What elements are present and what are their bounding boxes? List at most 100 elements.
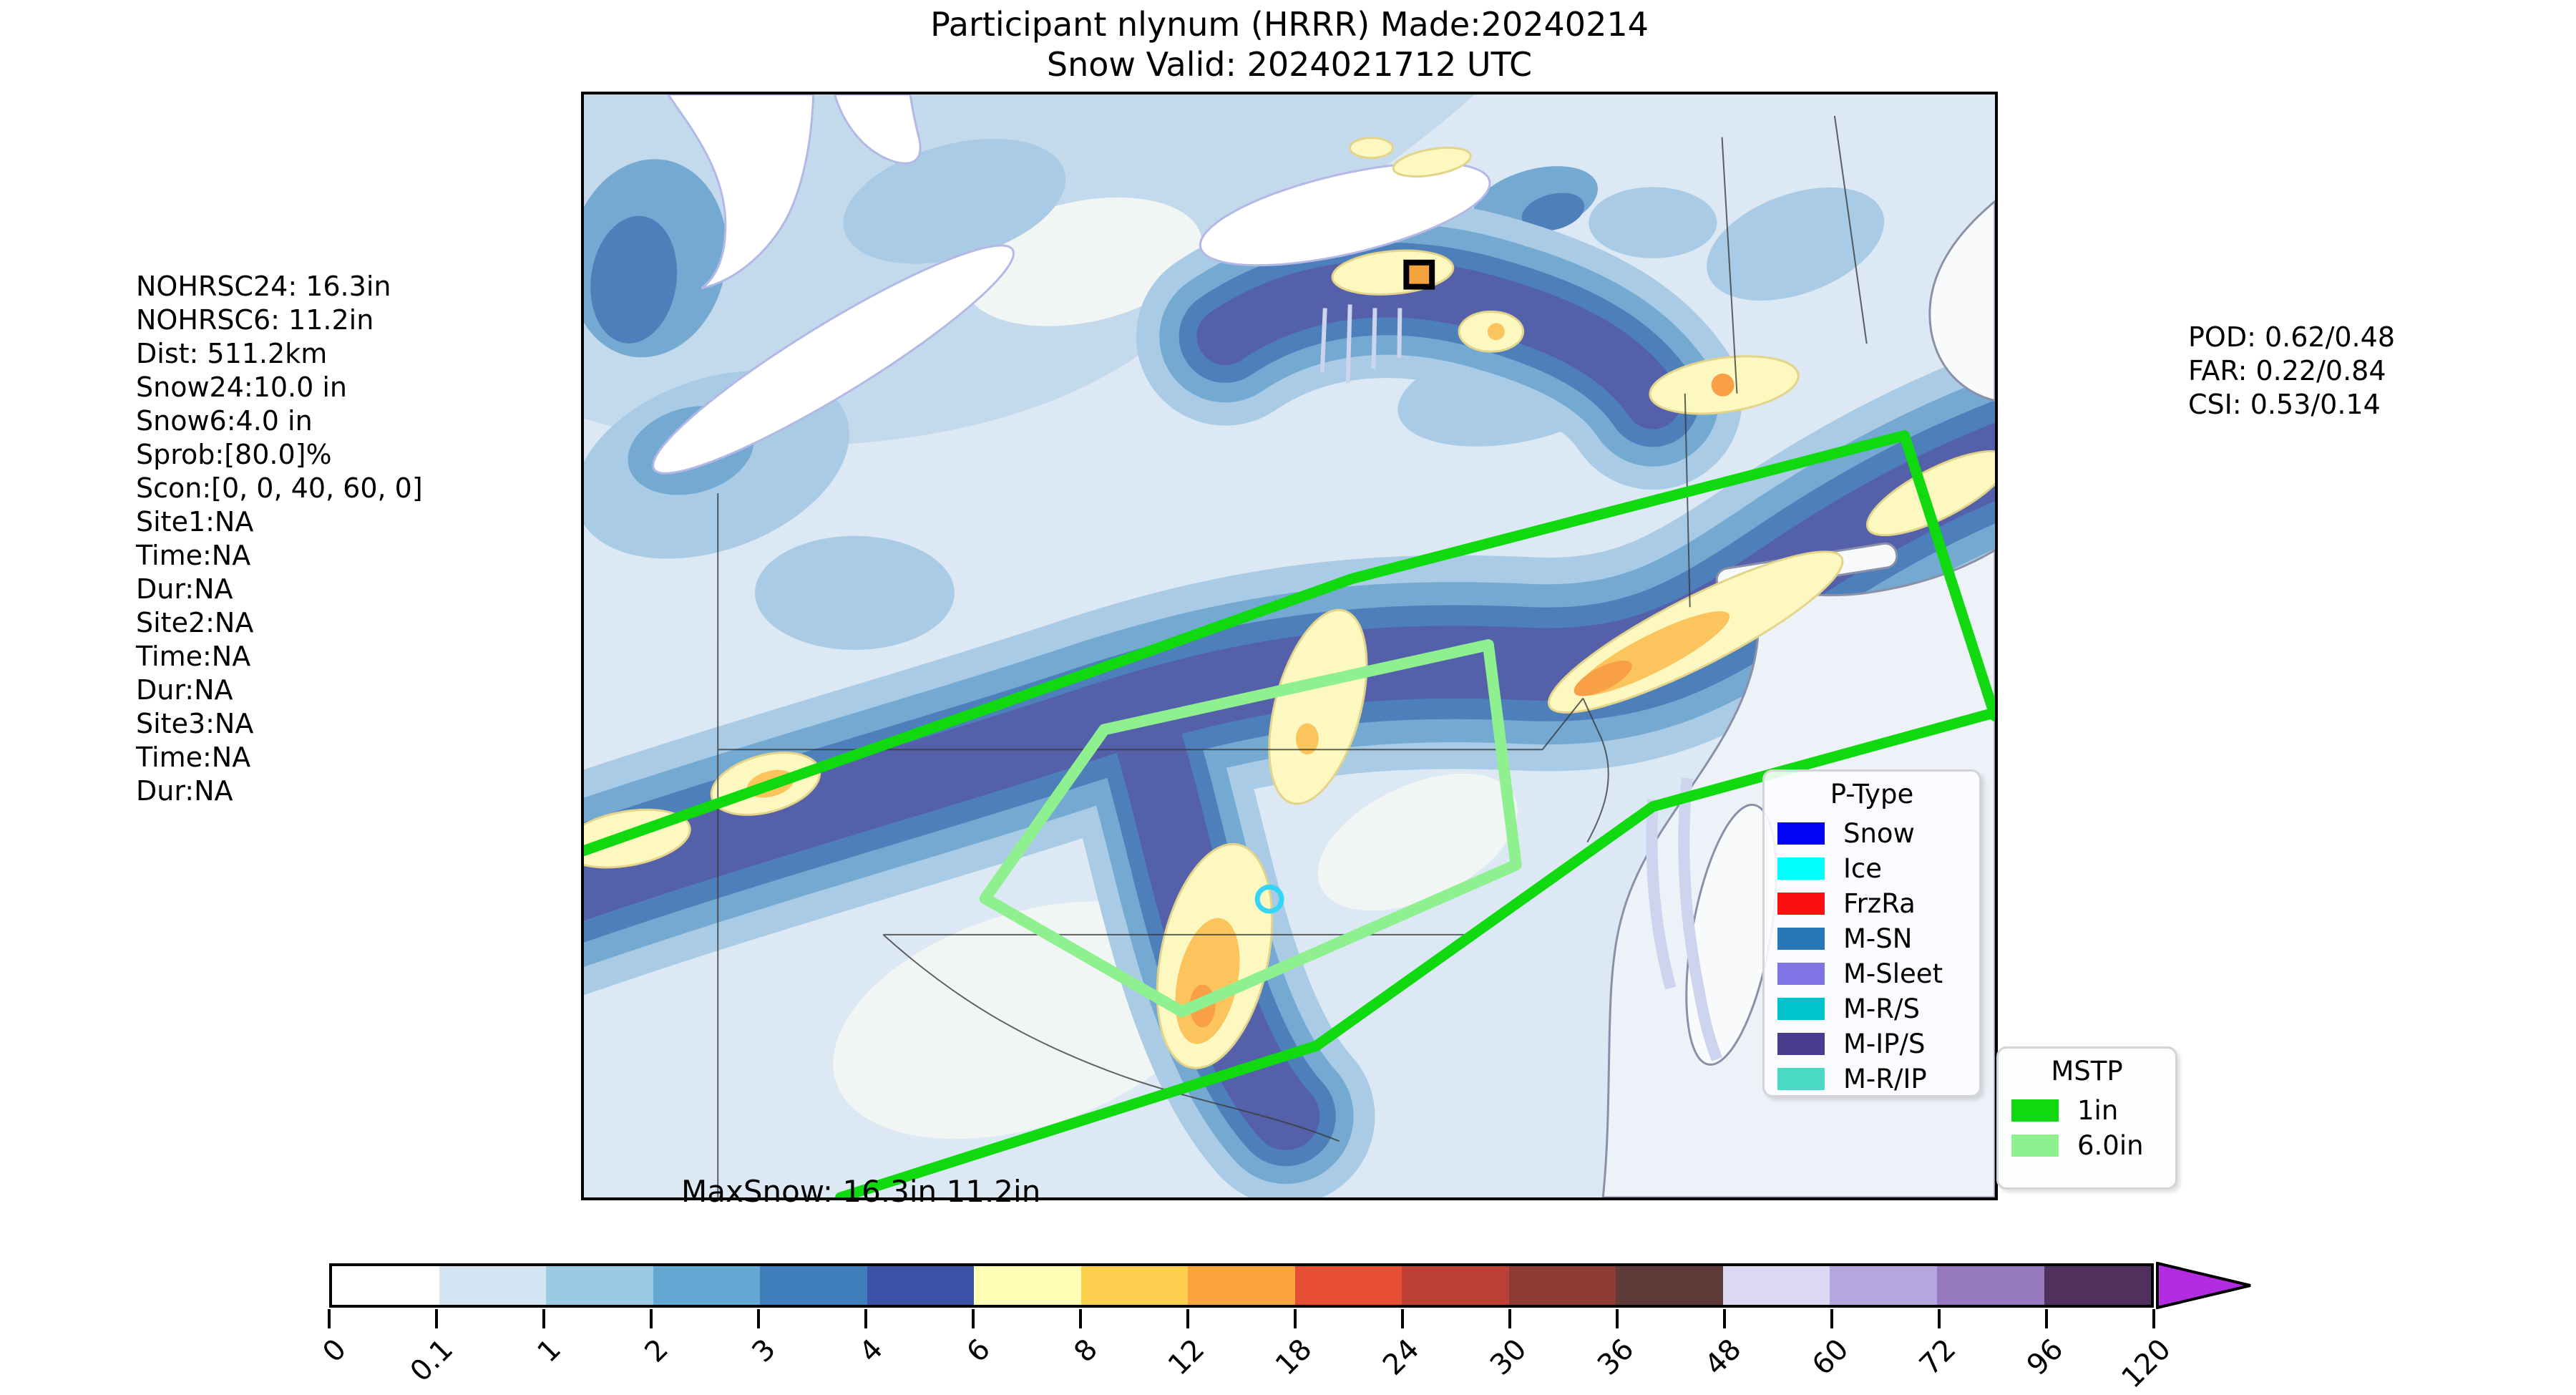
colorbar-tick-label: 1 <box>531 1333 567 1369</box>
mstp-legend: MSTP 1in 6.0in <box>1996 1046 2177 1190</box>
site-square-marker <box>1403 259 1435 290</box>
obs-circle-marker <box>1254 884 1284 914</box>
colorbar-segment <box>1936 1266 2044 1305</box>
georgian-bay <box>834 94 922 165</box>
colorbar-segment <box>1188 1266 1295 1305</box>
legend-row: M-R/S <box>1777 993 1966 1024</box>
lake-huron <box>666 94 815 290</box>
colorbar-tick <box>1079 1309 1082 1328</box>
stat-line: FAR: 0.22/0.84 <box>2188 355 2386 387</box>
legend-row: M-IP/S <box>1777 1028 1966 1059</box>
legend-label: Ice <box>1843 852 1883 884</box>
legend-row: 6.0in <box>2011 1130 2162 1161</box>
colorbar-segment <box>1722 1266 1830 1305</box>
stat-line: CSI: 0.53/0.14 <box>2188 389 2381 420</box>
cape-cod <box>1928 200 1995 402</box>
skill-scores-block: POD: 0.62/0.48 FAR: 0.22/0.84 CSI: 0.53/0.… <box>2188 321 2395 422</box>
legend-label: M-Sleet <box>1843 958 1943 989</box>
legend-row: M-Sleet <box>1777 958 1966 989</box>
legend-swatch <box>1777 962 1825 985</box>
colorbar-segment <box>974 1266 1081 1305</box>
colorbar-tick-label: 24 <box>1377 1333 1426 1382</box>
colorbar-segment <box>1616 1266 1723 1305</box>
colorbar-tick-label: 18 <box>1269 1333 1319 1382</box>
colorbar-tick-label: 60 <box>1806 1333 1855 1382</box>
mstp-1in-polyline-south <box>835 707 1995 1197</box>
colorbar-tick <box>1401 1309 1404 1328</box>
legend-label: M-R/IP <box>1843 1063 1927 1094</box>
left-stats-block: NOHRSC24: 16.3in NOHRSC6: 11.2in Dist: 511… <box>136 270 423 808</box>
legend-swatch <box>1777 1032 1825 1055</box>
legend-row: Ice <box>1777 853 1966 884</box>
mstp-polygons <box>584 430 1995 1197</box>
colorbar-tick <box>650 1309 653 1328</box>
stat-line: Snow24:10.0 in <box>136 371 348 403</box>
colorbar-segment <box>867 1266 975 1305</box>
colorbar-segment <box>439 1266 547 1305</box>
legend-label: M-SN <box>1843 923 1913 954</box>
colorbar-tick-label: 12 <box>1162 1333 1211 1382</box>
stat-line: Scon:[0, 0, 40, 60, 0] <box>136 472 423 504</box>
figure-title: Participant nlynum (HRRR) Made:20240214 … <box>581 4 1998 84</box>
colorbar-tick-label: 72 <box>1913 1333 1963 1382</box>
legend-label: FrzRa <box>1843 888 1916 919</box>
title-line-2: Snow Valid: 2024021712 UTC <box>1046 45 1533 84</box>
colorbar-tick <box>1616 1309 1619 1328</box>
legend-swatch <box>1777 997 1825 1020</box>
legend-row: M-SN <box>1777 923 1966 954</box>
colorbar-tick <box>542 1309 545 1328</box>
stat-line: POD: 0.62/0.48 <box>2188 321 2395 353</box>
colorbar-segment <box>653 1266 761 1305</box>
stat-line: Time:NA <box>136 641 251 672</box>
legend-label: 6.0in <box>2077 1129 2144 1161</box>
colorbar-tick-label: 8 <box>1068 1333 1104 1369</box>
colorbar-segment <box>1402 1266 1509 1305</box>
legend-swatch <box>1777 892 1825 915</box>
colorbar-tick <box>1830 1309 1833 1328</box>
map-canvas <box>581 92 1998 1200</box>
stat-line: Time:NA <box>136 742 251 773</box>
colorbar-segment <box>546 1266 653 1305</box>
stat-line: Site2:NA <box>136 607 254 638</box>
stat-line: Time:NA <box>136 540 251 571</box>
legend-swatch <box>1777 822 1825 845</box>
colorbar-segment <box>760 1266 867 1305</box>
snowfall-contour-map <box>584 94 1995 1197</box>
colorbar-segment <box>1080 1266 1189 1305</box>
colorbar-segment <box>1830 1266 1937 1305</box>
state-borders <box>717 115 1868 1197</box>
colorbar-tick-label: 48 <box>1699 1333 1748 1382</box>
stat-line: Snow6:4.0 in <box>136 405 313 437</box>
legend-label: Snow <box>1843 817 1915 849</box>
legend-swatch <box>1777 1067 1825 1090</box>
colorbar-tick <box>435 1309 438 1328</box>
ptype-legend: P-Type Snow Ice FrzRa M-SN M-Sleet M-R/S M-IP/… <box>1762 769 1981 1097</box>
mstp-legend-rows: 1in 6.0in <box>2011 1094 2162 1161</box>
finger-lakes <box>1319 304 1402 383</box>
colorbar-tick-label: 3 <box>746 1333 782 1369</box>
colorbar-tick <box>2045 1309 2048 1328</box>
colorbar-tick <box>1294 1309 1297 1328</box>
stat-line: Dur:NA <box>136 775 233 807</box>
great-lakes <box>652 94 1491 475</box>
legend-row: FrzRa <box>1777 888 1966 919</box>
mstp-legend-title: MSTP <box>2051 1056 2123 1087</box>
colorbar-tick-label: 4 <box>853 1333 889 1369</box>
site-markers <box>1254 259 1435 914</box>
colorbar-extend-arrow <box>2156 1262 2251 1309</box>
ptype-legend-title: P-Type <box>1830 779 1914 810</box>
colorbar <box>329 1263 2154 1308</box>
legend-label: M-IP/S <box>1843 1028 1926 1059</box>
colorbar-tick <box>1186 1309 1189 1328</box>
legend-row: Snow <box>1777 818 1966 849</box>
stat-line: Site3:NA <box>136 708 254 739</box>
stat-line: Dist: 511.2km <box>136 338 328 369</box>
colorbar-tick <box>1508 1309 1511 1328</box>
stat-line: Dur:NA <box>136 573 233 605</box>
colorbar-tick <box>1938 1309 1941 1328</box>
legend-label: 1in <box>2077 1094 2119 1126</box>
colorbar-tick-label: 6 <box>960 1333 997 1369</box>
colorbar-tick-label: 0 <box>316 1333 353 1369</box>
colorbar-segment <box>2044 1266 2152 1305</box>
colorbar-tick <box>972 1309 975 1328</box>
